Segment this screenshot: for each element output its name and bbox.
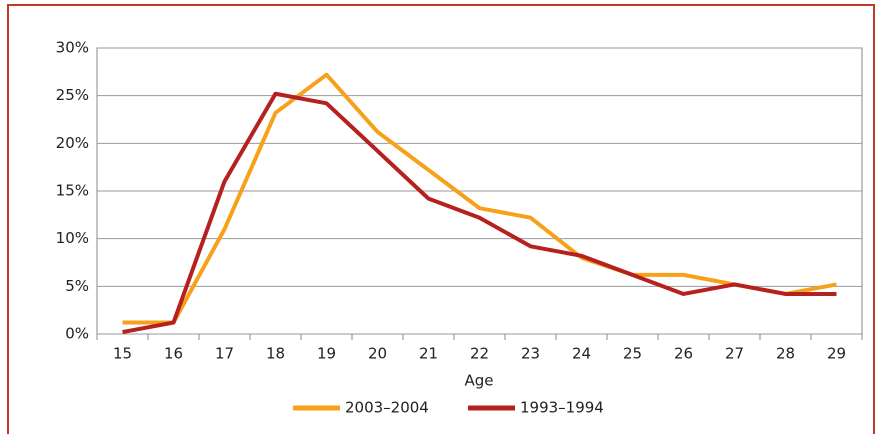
x-tick-label: 17 xyxy=(215,345,234,363)
x-tick-label: 24 xyxy=(572,345,591,363)
x-axis-label: Age xyxy=(464,372,493,390)
y-tick-label: 10% xyxy=(56,229,89,247)
x-tick-label: 25 xyxy=(623,345,642,363)
x-tick-label: 29 xyxy=(827,345,846,363)
y-tick-label: 25% xyxy=(56,86,89,104)
y-tick-label: 20% xyxy=(56,134,89,152)
x-tick-label: 19 xyxy=(317,345,336,363)
x-tick-label: 23 xyxy=(521,345,540,363)
y-tick-label: 5% xyxy=(65,277,89,295)
x-tick-label: 26 xyxy=(674,345,693,363)
series-line xyxy=(122,72,837,325)
legend-label: 2003–2004 xyxy=(345,399,429,417)
x-tick-label: 15 xyxy=(113,345,132,363)
x-tick-label: 20 xyxy=(368,345,387,363)
y-tick-label: 30% xyxy=(56,39,89,57)
frame xyxy=(7,4,875,434)
y-tick-label: 15% xyxy=(56,182,89,200)
x-tick-label: 28 xyxy=(776,345,795,363)
legend-label: 1993–1994 xyxy=(520,399,604,417)
x-tick-label: 27 xyxy=(725,345,744,363)
x-tick-label: 16 xyxy=(164,345,183,363)
x-tick-label: 18 xyxy=(266,345,285,363)
y-tick-label: 0% xyxy=(65,325,89,343)
x-tick-label: 22 xyxy=(470,345,489,363)
x-tick-label: 21 xyxy=(419,345,438,363)
series-line xyxy=(122,91,837,335)
